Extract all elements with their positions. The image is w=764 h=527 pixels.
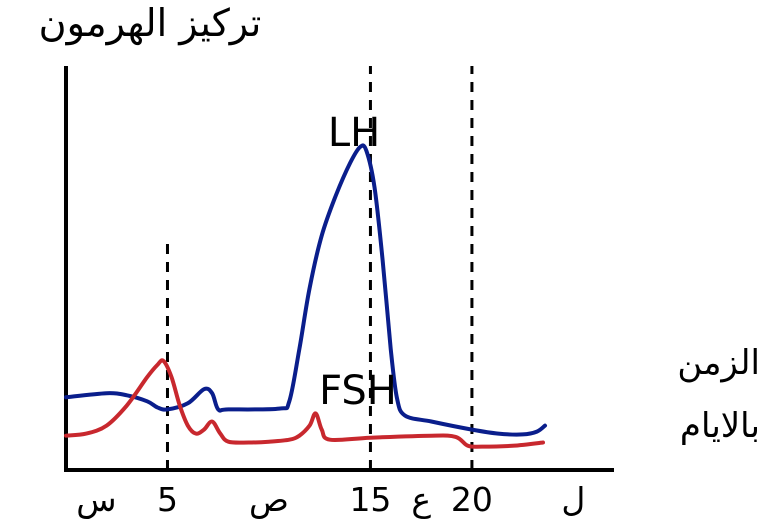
x-axis-title-line-2: بالايام [680, 406, 760, 446]
x-tick-label: 5 [157, 480, 178, 519]
x-tick-label: 15 [349, 480, 391, 519]
x-axis-title-line-1: الزمن [677, 343, 760, 383]
series-label-lh: LH [328, 110, 380, 156]
x-tick-label: ص [249, 480, 289, 520]
x-tick-label: ل [561, 480, 585, 519]
chart-axes [64, 66, 614, 472]
series-line-lh [64, 143, 547, 437]
x-tick-label: 20 [451, 480, 493, 519]
series-label-fsh: FSH [319, 368, 397, 414]
x-tick-label: ع [411, 480, 431, 519]
series-line-fsh [64, 358, 545, 449]
y-axis-title: تركيز الهرمون [39, 1, 262, 46]
x-tick-label: س [76, 480, 116, 519]
